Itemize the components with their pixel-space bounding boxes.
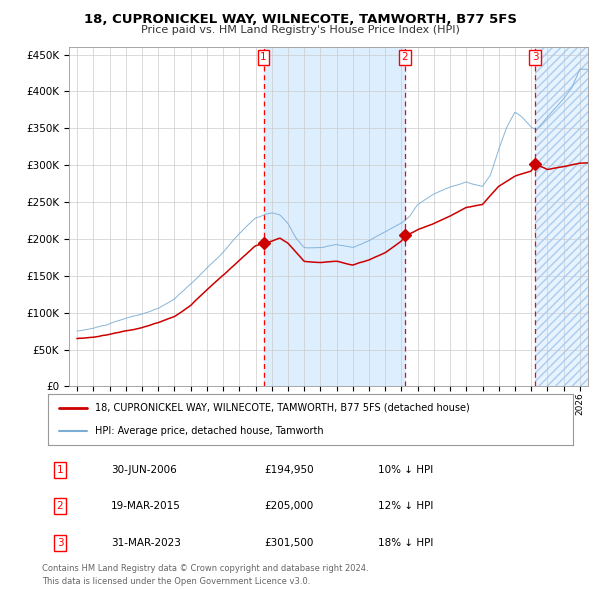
Text: 2: 2 — [56, 502, 64, 511]
Text: 31-MAR-2023: 31-MAR-2023 — [111, 538, 181, 548]
Bar — [535, 47, 588, 386]
Text: 2: 2 — [402, 53, 409, 63]
Text: 3: 3 — [532, 53, 539, 63]
Text: 3: 3 — [56, 538, 64, 548]
Text: 18, CUPRONICKEL WAY, WILNECOTE, TAMWORTH, B77 5FS (detached house): 18, CUPRONICKEL WAY, WILNECOTE, TAMWORTH… — [95, 402, 470, 412]
Text: Contains HM Land Registry data © Crown copyright and database right 2024.: Contains HM Land Registry data © Crown c… — [42, 564, 368, 573]
Text: £205,000: £205,000 — [264, 502, 313, 511]
Text: £194,950: £194,950 — [264, 465, 314, 474]
Text: 19-MAR-2015: 19-MAR-2015 — [111, 502, 181, 511]
Text: This data is licensed under the Open Government Licence v3.0.: This data is licensed under the Open Gov… — [42, 577, 310, 586]
Text: Price paid vs. HM Land Registry's House Price Index (HPI): Price paid vs. HM Land Registry's House … — [140, 25, 460, 35]
Text: 12% ↓ HPI: 12% ↓ HPI — [378, 502, 433, 511]
Bar — [263, 47, 405, 386]
Text: 1: 1 — [260, 53, 267, 63]
Bar — [535, 47, 588, 386]
Text: HPI: Average price, detached house, Tamworth: HPI: Average price, detached house, Tamw… — [95, 427, 324, 437]
Text: 30-JUN-2006: 30-JUN-2006 — [111, 465, 177, 474]
Text: 1: 1 — [56, 465, 64, 474]
Text: £301,500: £301,500 — [264, 538, 313, 548]
Text: 18, CUPRONICKEL WAY, WILNECOTE, TAMWORTH, B77 5FS: 18, CUPRONICKEL WAY, WILNECOTE, TAMWORTH… — [83, 13, 517, 26]
Text: 10% ↓ HPI: 10% ↓ HPI — [378, 465, 433, 474]
Text: 18% ↓ HPI: 18% ↓ HPI — [378, 538, 433, 548]
